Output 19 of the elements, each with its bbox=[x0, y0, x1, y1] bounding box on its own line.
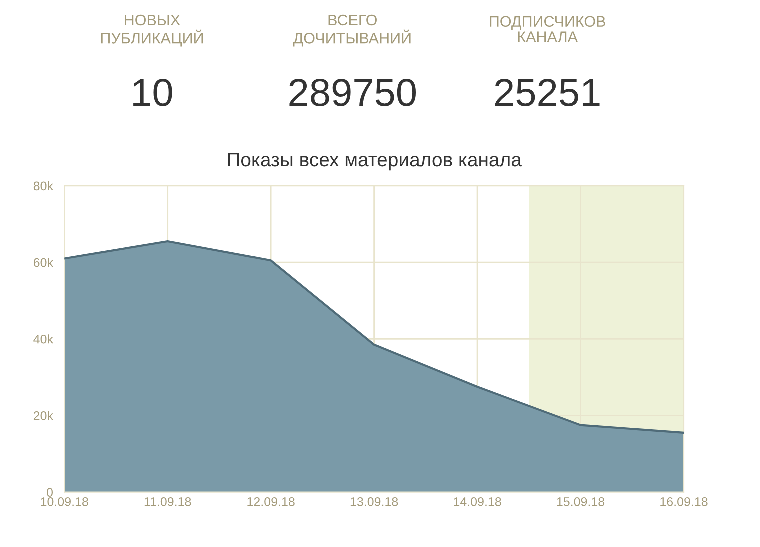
y-tick-label: 0 bbox=[47, 488, 53, 497]
y-tick-label: 20k bbox=[34, 411, 54, 420]
x-tick-label: 14.09.18 bbox=[454, 497, 502, 506]
x-tick-label: 11.09.18 bbox=[144, 497, 192, 506]
text: 25251 bbox=[495, 78, 600, 106]
x-tick-label: 10.09.18 bbox=[41, 497, 88, 506]
text: ПОДПИСЧИКОВ КАНАЛА bbox=[490, 16, 606, 42]
text: ВСЕГО ДОЧИТЫВАНИЙ bbox=[293, 14, 411, 47]
text: НОВЫХ ПУБЛИКАЦИЙ bbox=[101, 14, 204, 47]
text: 10 bbox=[134, 78, 172, 106]
x-tick-label: 13.09.18 bbox=[350, 497, 398, 506]
y-tick-label: 40k bbox=[34, 334, 54, 344]
x-tick-label: 12.09.18 bbox=[248, 497, 295, 506]
text: 289750 bbox=[290, 78, 416, 106]
x-tick-label: 15.09.18 bbox=[557, 497, 605, 506]
x-tick-label: 16.09.18 bbox=[660, 497, 708, 506]
y-tick-label: 80k bbox=[34, 181, 54, 191]
chart-title: Показы всех материалов канала bbox=[228, 153, 522, 171]
y-tick-label: 60k bbox=[34, 258, 54, 268]
